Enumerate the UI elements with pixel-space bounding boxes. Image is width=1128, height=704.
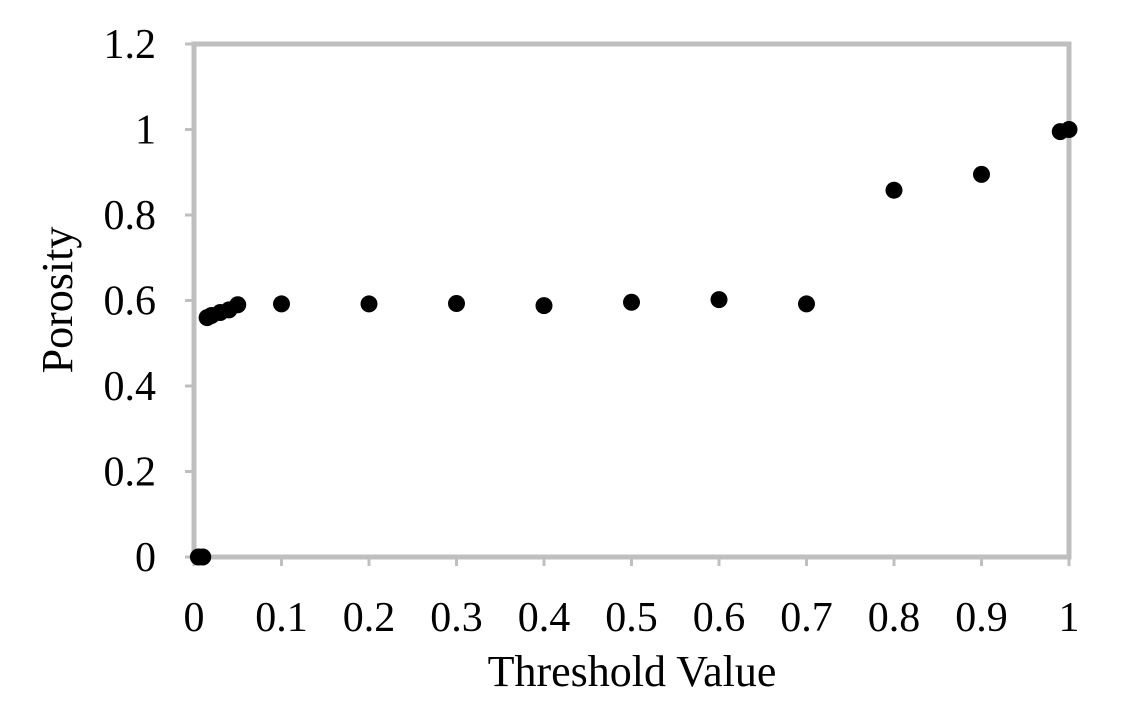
x-axis-ticks: 0 0.1 0.2 0.3 0.4 0.5 0.6 0.7 0.8 0.9 1 <box>184 557 1080 641</box>
x-tick-label: 0.7 <box>780 595 833 641</box>
data-point <box>973 165 990 183</box>
y-tick-label: 0.6 <box>104 279 157 325</box>
y-tick-label: 0 <box>135 535 156 581</box>
data-point <box>273 295 290 313</box>
x-tick-label: 0.8 <box>868 595 921 641</box>
y-tick-label: 0.8 <box>104 193 157 239</box>
x-tick-label: 0.4 <box>518 595 571 641</box>
data-point <box>194 548 212 566</box>
y-tick-label: 1.2 <box>104 22 157 68</box>
x-axis-title: Threshold Value <box>488 647 777 696</box>
y-axis-title: Porosity <box>33 227 82 374</box>
data-point <box>1060 121 1078 138</box>
x-tick-label: 0.5 <box>605 595 658 641</box>
data-point <box>535 297 553 315</box>
y-tick-label: 0.2 <box>104 450 157 496</box>
x-tick-label: 1 <box>1059 595 1080 641</box>
data-point <box>448 294 465 312</box>
data-point <box>229 296 247 314</box>
data-point <box>360 295 378 313</box>
x-tick-label: 0.3 <box>430 595 483 641</box>
y-axis-ticks: 0 0.2 0.4 0.6 0.8 1 1.2 <box>104 22 194 581</box>
x-tick-label: 0 <box>184 595 205 641</box>
data-point <box>798 295 815 313</box>
x-tick-label: 0.6 <box>693 595 746 641</box>
y-tick-label: 1 <box>135 108 156 154</box>
data-point <box>623 293 640 311</box>
x-tick-label: 0.9 <box>955 595 1008 641</box>
data-point <box>710 291 728 309</box>
data-point <box>885 181 903 199</box>
data-points <box>189 121 1078 566</box>
x-tick-label: 0.1 <box>255 595 308 641</box>
y-tick-label: 0.4 <box>104 364 157 410</box>
x-tick-label: 0.2 <box>343 595 396 641</box>
